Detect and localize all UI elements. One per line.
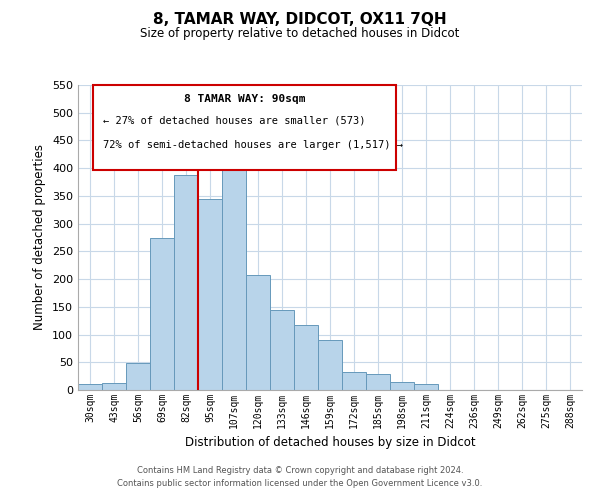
Bar [294,325,318,390]
Bar [198,198,222,390]
Bar [414,384,438,390]
Text: 72% of semi-detached houses are larger (1,517) →: 72% of semi-detached houses are larger (… [103,140,403,150]
Bar [246,274,270,390]
Bar [318,340,342,390]
Text: Size of property relative to detached houses in Didcot: Size of property relative to detached ho… [140,28,460,40]
Y-axis label: Number of detached properties: Number of detached properties [34,144,46,330]
FancyBboxPatch shape [93,85,395,170]
Bar [78,384,102,390]
Bar [390,382,414,390]
Text: Contains HM Land Registry data © Crown copyright and database right 2024.
Contai: Contains HM Land Registry data © Crown c… [118,466,482,487]
Bar [366,374,390,390]
Bar [126,364,150,390]
Bar [270,310,294,390]
Bar [174,175,198,390]
Text: 8, TAMAR WAY, DIDCOT, OX11 7QH: 8, TAMAR WAY, DIDCOT, OX11 7QH [153,12,447,28]
Text: 8 TAMAR WAY: 90sqm: 8 TAMAR WAY: 90sqm [184,94,305,104]
Bar [150,238,174,390]
Bar [342,372,366,390]
Bar [102,384,126,390]
X-axis label: Distribution of detached houses by size in Didcot: Distribution of detached houses by size … [185,436,475,450]
Bar [222,157,246,390]
Text: ← 27% of detached houses are smaller (573): ← 27% of detached houses are smaller (57… [103,116,366,126]
